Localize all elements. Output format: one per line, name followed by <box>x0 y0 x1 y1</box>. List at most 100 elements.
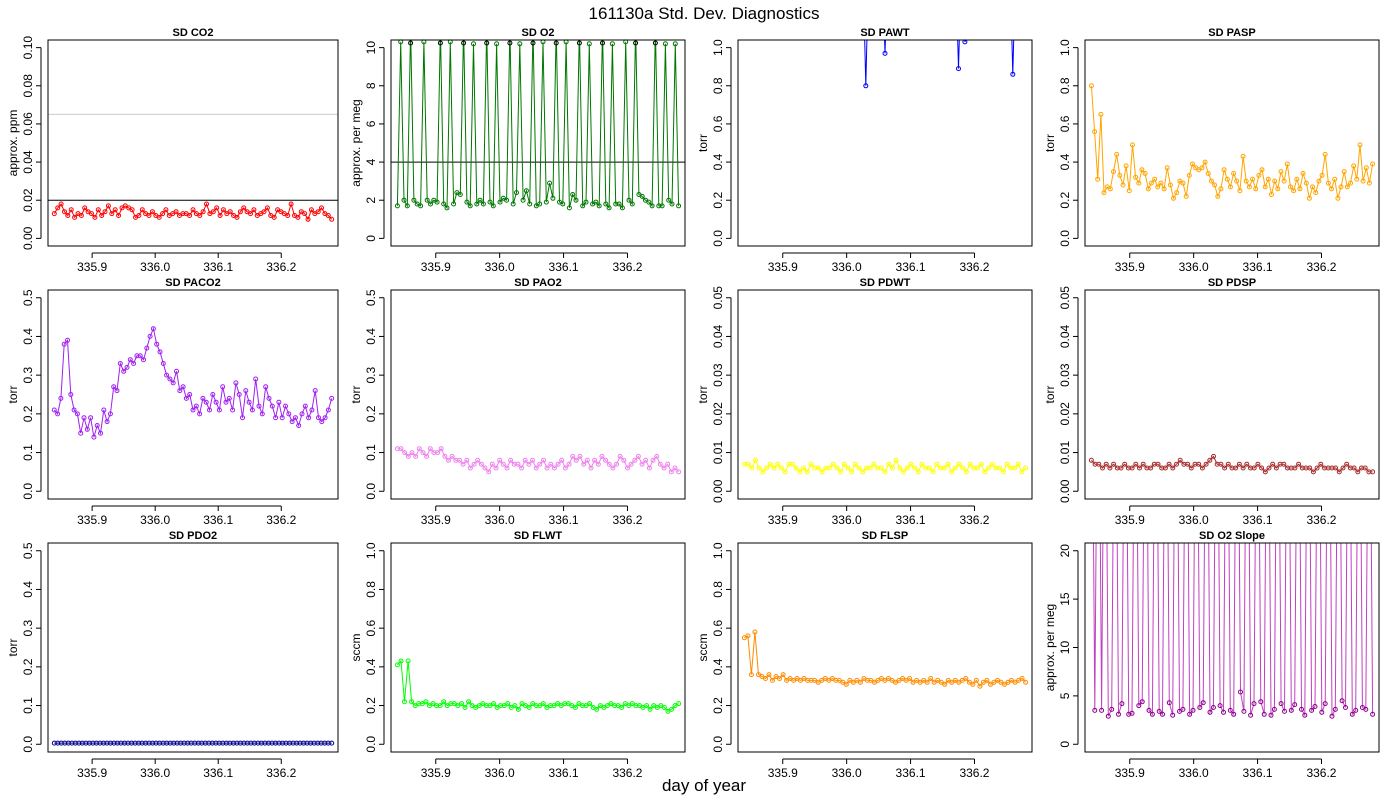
y-axis-label: approx. ppm <box>6 110 20 177</box>
data-point <box>1310 469 1316 475</box>
y-tick-label: 0.1 <box>21 697 35 714</box>
x-tick-label: 336.0 <box>140 513 170 527</box>
data-point <box>480 201 486 207</box>
data-point <box>207 407 212 413</box>
data-point <box>1155 184 1161 190</box>
data-point <box>236 392 242 397</box>
data-point <box>1218 186 1224 192</box>
data-point <box>1335 195 1341 201</box>
data-point <box>770 677 775 683</box>
data-point <box>398 658 404 664</box>
data-point <box>264 205 270 211</box>
data-point <box>437 703 443 709</box>
x-tick-label: 335.9 <box>1115 513 1145 527</box>
plot-frame <box>47 289 339 500</box>
data-point <box>497 199 503 205</box>
y-tick-label: 0.0 <box>711 230 725 247</box>
y-tick-label: 10 <box>364 41 378 55</box>
data-point <box>537 461 543 467</box>
data-point <box>200 395 206 401</box>
data-point <box>489 461 495 467</box>
data-point <box>95 207 101 213</box>
data-point <box>71 407 77 413</box>
data-point <box>1231 171 1237 176</box>
data-point <box>1199 465 1205 471</box>
data-point <box>296 423 302 428</box>
data-point <box>98 430 103 436</box>
data-point <box>487 199 493 205</box>
data-point <box>491 701 496 707</box>
data-point <box>1262 469 1268 475</box>
data-point <box>1148 180 1154 186</box>
data-point <box>559 457 565 463</box>
data-point <box>309 407 315 413</box>
data-point <box>497 457 503 463</box>
data-point <box>752 629 758 635</box>
plot-frame <box>1084 39 1380 247</box>
data-point <box>924 679 930 685</box>
data-point <box>593 199 599 205</box>
y-tick-label: 1.0 <box>711 39 725 56</box>
y-tick-label: 0.4 <box>21 328 35 345</box>
data-point <box>587 701 593 707</box>
data-point <box>464 199 470 205</box>
plot-frame <box>390 542 686 753</box>
data-point <box>514 190 519 196</box>
y-tick-label: 0.8 <box>364 581 378 598</box>
data-point <box>843 681 849 687</box>
data-point <box>1188 465 1194 471</box>
data-point <box>676 469 682 475</box>
data-point <box>530 457 535 463</box>
data-point <box>505 701 511 707</box>
data-point <box>1107 465 1113 471</box>
data-point <box>1281 461 1287 467</box>
data-point <box>625 465 630 471</box>
data-point <box>325 213 331 218</box>
data-point <box>522 457 528 463</box>
data-point <box>487 703 493 709</box>
data-point <box>289 419 295 425</box>
data-point <box>1099 707 1105 713</box>
data-point <box>1281 178 1287 184</box>
data-point <box>804 469 810 475</box>
data-point <box>482 465 488 471</box>
panel-11: SD FLSP 0.0 0.2 0.4 0.6 0.8 1.0 sccm 335.9 336.0 3… <box>696 530 1033 780</box>
data-point <box>551 465 557 471</box>
y-tick-label: 0.02 <box>1058 402 1072 426</box>
data-point <box>190 407 196 413</box>
data-point <box>1161 186 1167 192</box>
y-tick-label: 0.10 <box>21 36 35 60</box>
data-point <box>1366 180 1372 186</box>
data-point <box>197 411 203 417</box>
data-point <box>649 203 655 209</box>
x-tick-label: 335.9 <box>77 513 107 527</box>
y-axis-label: approx. per meg <box>349 99 363 186</box>
data-point <box>1200 700 1206 706</box>
panel-2: SD O2 0 2 4 6 8 10 approx. per meg 335.9 336.0 336… <box>349 27 686 274</box>
data-point <box>644 703 650 709</box>
data-point <box>471 461 477 467</box>
data-point <box>1136 703 1142 709</box>
data-point <box>1348 180 1353 186</box>
data-point <box>672 41 678 47</box>
data-point <box>1306 195 1312 201</box>
data-point <box>424 453 430 459</box>
data-point <box>1107 186 1113 192</box>
data-point <box>107 411 113 417</box>
data-point <box>62 209 67 215</box>
data-point <box>427 446 433 452</box>
data-point <box>1332 176 1338 182</box>
data-point <box>599 453 605 459</box>
data-point <box>480 701 486 707</box>
data-point <box>1218 461 1224 467</box>
x-tick-label: 336.2 <box>959 766 989 780</box>
data-point <box>230 407 236 413</box>
x-tick-label: 336.1 <box>896 260 926 274</box>
data-point <box>204 201 209 207</box>
data-point <box>1360 178 1366 184</box>
data-point <box>1355 469 1361 475</box>
data-point <box>1203 461 1209 467</box>
data-point <box>584 457 590 463</box>
data-point <box>187 392 193 397</box>
data-point <box>777 676 782 681</box>
